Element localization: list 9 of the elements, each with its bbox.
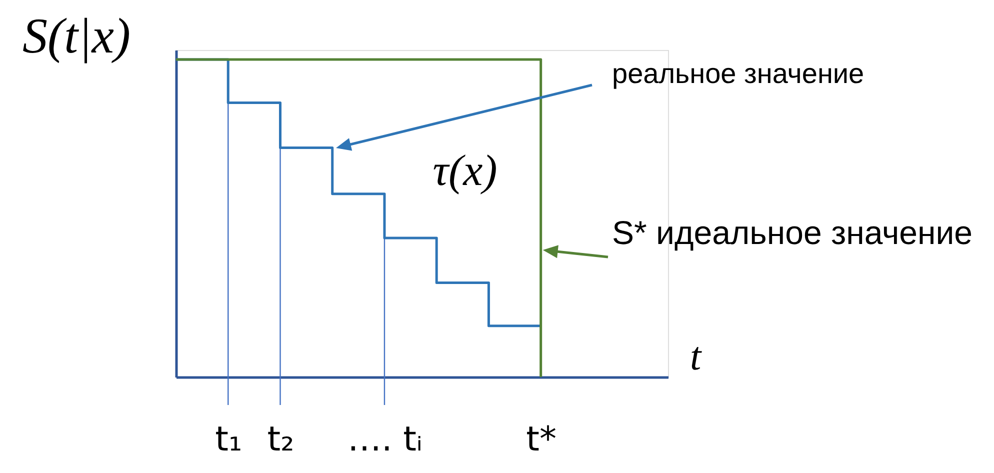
x-tick-label: …. tᵢ [347,420,422,460]
annotation: τ(x) [432,146,498,195]
x-tick-label: t* [526,420,556,460]
x-tick-label: t₁ [215,420,242,460]
x-tick-label: t₂ [267,420,294,460]
y-axis-title: S(t|x) [22,8,131,64]
annotation: S* идеальное значение [612,214,973,251]
text: реальное значение [612,58,864,89]
x-axis-title: t [690,334,702,378]
